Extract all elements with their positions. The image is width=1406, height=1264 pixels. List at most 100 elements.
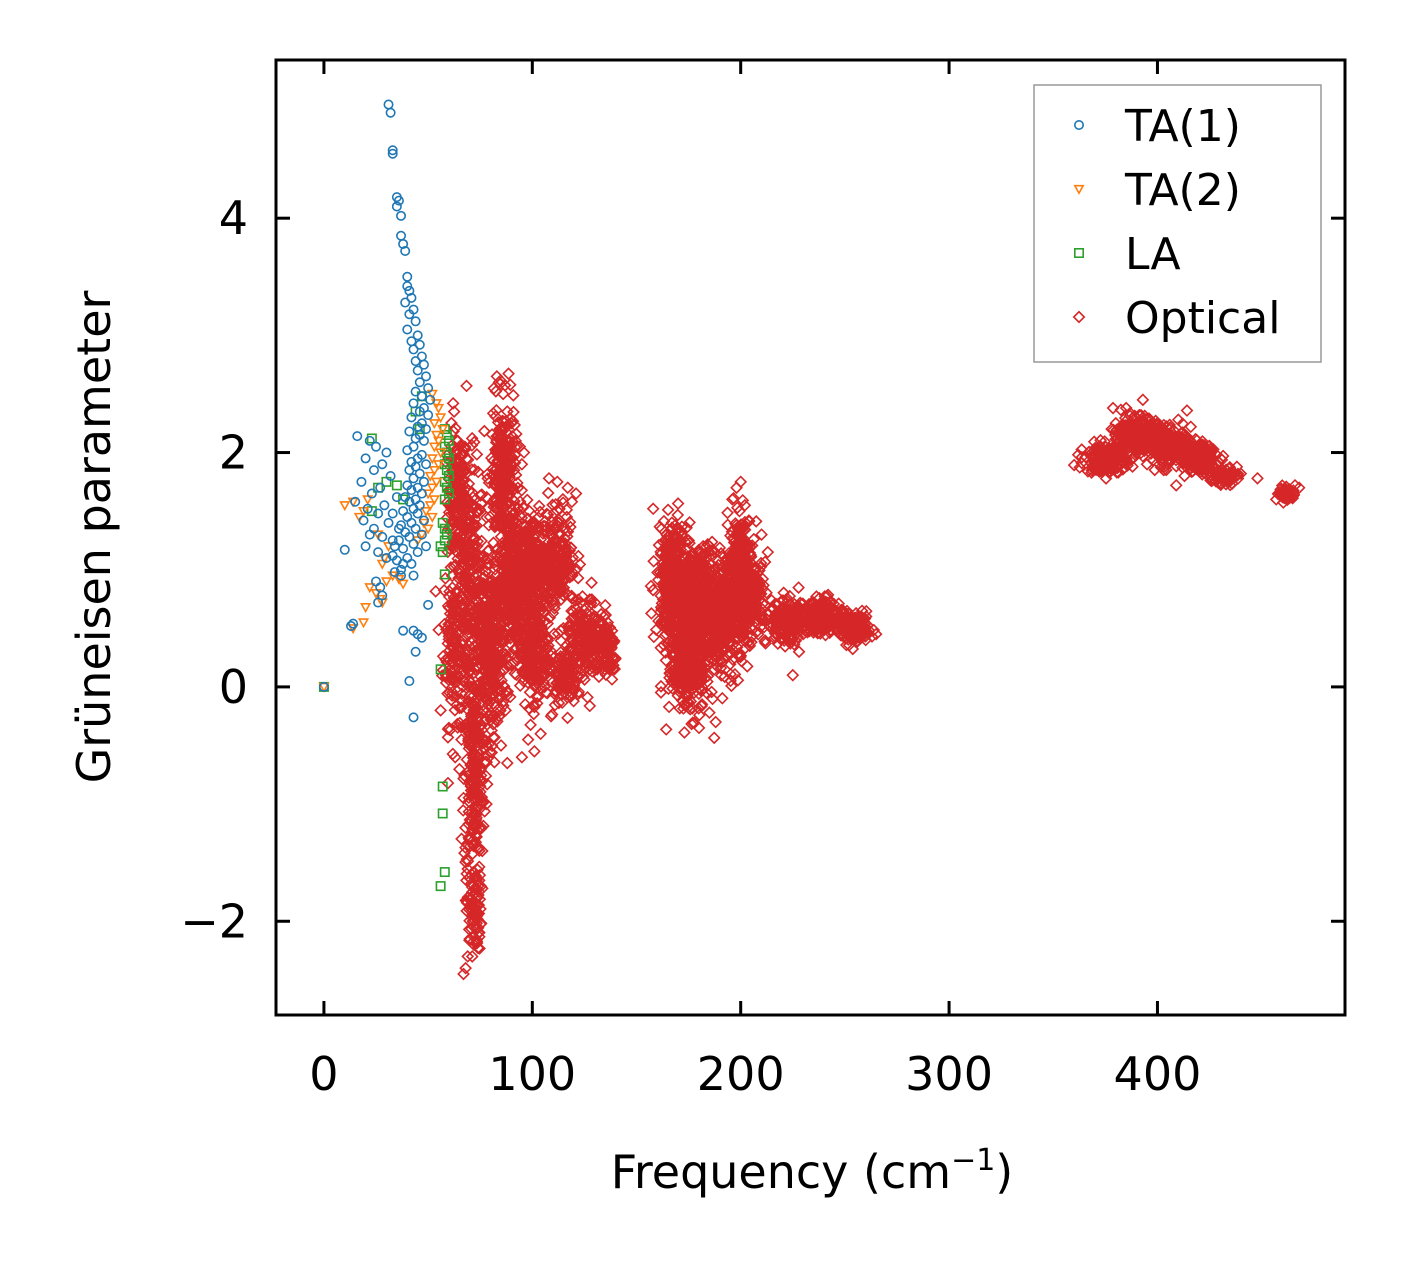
data-point-optical <box>738 641 752 655</box>
data-point-optical <box>698 645 712 659</box>
data-point-optical <box>524 629 538 642</box>
data-point-optical <box>502 367 515 381</box>
data-point-optical <box>500 658 514 672</box>
data-point-optical <box>492 504 505 517</box>
data-point-optical <box>495 623 509 637</box>
data-point-optical <box>739 558 753 572</box>
data-point-optical <box>457 581 471 595</box>
data-point-optical <box>464 676 478 690</box>
data-point-optical <box>456 444 470 458</box>
data-point-optical <box>539 560 552 574</box>
data-point-optical <box>472 860 486 874</box>
data-point-optical <box>728 582 741 595</box>
data-point-optical <box>521 668 535 682</box>
data-point-optical <box>692 687 706 701</box>
data-point-optical <box>549 684 563 698</box>
data-point-optical <box>524 534 538 548</box>
data-point-optical <box>647 554 661 568</box>
data-point-optical <box>777 586 791 600</box>
data-point-optical <box>668 669 682 683</box>
data-point-optical <box>501 452 515 465</box>
data-point-optical <box>672 596 686 610</box>
data-point-optical <box>460 873 473 887</box>
data-point-optical <box>480 694 494 708</box>
data-point-optical <box>721 506 734 520</box>
data-point-optical <box>460 379 473 393</box>
data-point-optical <box>681 579 695 592</box>
data-point-optical <box>767 631 781 645</box>
data-point-optical <box>750 607 764 621</box>
data-point-optical <box>490 473 504 487</box>
data-point-optical <box>695 683 709 697</box>
data-point-optical <box>432 623 446 637</box>
data-point-optical <box>533 505 547 519</box>
data-point-optical <box>537 599 551 613</box>
data-point-optical <box>451 494 465 508</box>
data-point-optical <box>470 660 484 674</box>
data-point-optical <box>468 902 482 916</box>
data-point-optical <box>724 551 738 565</box>
data-point-optical <box>476 609 490 623</box>
data-point-optical <box>504 537 518 551</box>
data-point-optical <box>594 616 608 630</box>
data-point-optical <box>477 714 491 728</box>
data-point-optical <box>500 516 514 529</box>
data-point-optical <box>661 578 674 591</box>
data-point-optical <box>745 635 758 649</box>
data-point-optical <box>780 592 794 605</box>
data-point-optical <box>469 696 483 710</box>
data-point-optical <box>482 737 496 751</box>
data-point-optical <box>563 515 577 529</box>
data-point-optical <box>446 649 460 663</box>
data-point-optical <box>571 648 585 662</box>
data-point-optical <box>509 468 523 482</box>
data-point-optical <box>606 650 620 664</box>
data-point-optical <box>517 575 531 588</box>
data-point-optical <box>659 723 673 736</box>
data-point-optical <box>511 501 525 515</box>
data-point-optical <box>441 637 455 650</box>
data-point-optical <box>546 553 560 567</box>
data-point-optical <box>474 609 488 623</box>
data-point-optical <box>646 583 660 597</box>
data-point-optical <box>583 699 597 713</box>
data-point-optical <box>695 604 709 617</box>
data-point-optical <box>663 613 677 627</box>
data-point-optical <box>753 564 766 577</box>
data-point-optical <box>510 653 524 667</box>
data-point-optical <box>491 497 505 511</box>
data-point-optical <box>563 662 577 676</box>
data-point-optical <box>462 831 476 845</box>
data-point-optical <box>688 633 702 646</box>
data-point-optical <box>600 645 613 659</box>
data-point-optical <box>472 747 486 761</box>
data-point-optical <box>508 527 522 541</box>
data-point-optical <box>476 627 489 641</box>
data-point-optical <box>538 614 552 628</box>
data-point-optical <box>569 594 582 608</box>
data-point-optical <box>671 540 685 554</box>
data-point-optical <box>669 532 682 546</box>
data-point-optical <box>739 593 753 607</box>
data-point-optical <box>683 516 696 529</box>
data-point-optical <box>503 483 516 496</box>
data-point-optical <box>480 755 494 769</box>
data-point-optical <box>647 630 661 644</box>
data-point-optical <box>671 662 685 676</box>
data-point-optical <box>548 521 562 534</box>
data-point-optical <box>785 623 799 637</box>
data-point-optical <box>460 452 473 466</box>
data-point-optical <box>715 637 729 651</box>
data-point-optical <box>530 696 544 710</box>
data-point-optical <box>700 586 714 600</box>
data-point-optical <box>465 950 479 963</box>
data-point-optical <box>480 490 494 504</box>
data-point-optical <box>740 585 753 599</box>
data-point-optical <box>743 546 757 560</box>
data-point-optical <box>666 558 679 572</box>
data-point-optical <box>471 596 484 610</box>
data-point-optical <box>506 388 520 402</box>
data-point-optical <box>501 519 515 533</box>
data-point-optical <box>515 547 529 561</box>
